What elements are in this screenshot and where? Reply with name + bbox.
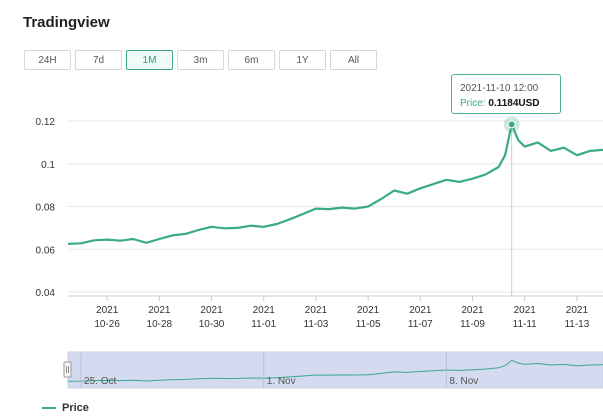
x-tick-label-year: 2021 — [305, 305, 328, 316]
x-tick-label-year: 2021 — [148, 305, 171, 316]
tooltip-value: 0.1184USD — [488, 98, 540, 109]
price-tooltip: 2021-11-10 12:00 Price: 0.1184USD — [451, 74, 561, 114]
tooltip-time: 2021-11-10 12:00 — [460, 83, 539, 94]
x-tick-label-date: 10-28 — [147, 319, 173, 330]
x-tick-label-year: 2021 — [461, 305, 484, 316]
range-selector: 24H 7d 1M 3m 6m 1Y All — [24, 50, 377, 70]
navigator-series-line — [67, 359, 603, 382]
x-tick-label-year: 2021 — [514, 305, 537, 316]
navigator-left-handle[interactable] — [63, 361, 72, 378]
x-tick-label-year: 2021 — [96, 305, 119, 316]
chart-legend[interactable]: Price — [42, 402, 89, 414]
range-button-24h[interactable]: 24H — [24, 50, 71, 70]
navigator-label: 1. Nov — [267, 376, 296, 387]
x-tick-label-date: 10-26 — [94, 319, 120, 330]
x-tick-label-year: 2021 — [253, 305, 276, 316]
x-tick-label-date: 11-05 — [356, 319, 381, 330]
navigator-label: 25. Oct — [84, 376, 116, 387]
range-button-6m[interactable]: 6m — [228, 50, 275, 70]
y-tick-label: 0.06 — [36, 245, 56, 256]
y-tick-label: 0.1 — [41, 160, 55, 171]
navigator-label: 8. Nov — [449, 376, 478, 387]
series-line-price — [67, 123, 603, 245]
x-tick-label-date: 11-09 — [460, 319, 485, 330]
x-tick-label-date: 10-30 — [199, 319, 225, 330]
x-tick-label-date: 11-11 — [513, 319, 538, 330]
x-tick-label-year: 2021 — [566, 305, 589, 316]
x-tick-label-date: 11-03 — [304, 319, 329, 330]
range-button-1m[interactable]: 1M — [126, 50, 173, 70]
range-button-1y[interactable]: 1Y — [279, 50, 326, 70]
x-tick-label-year: 2021 — [357, 305, 380, 316]
y-tick-label: 0.08 — [36, 203, 56, 214]
range-button-7d[interactable]: 7d — [75, 50, 122, 70]
page-title: Tradingview — [23, 14, 110, 31]
x-tick-label-year: 2021 — [409, 305, 432, 316]
legend-label: Price — [62, 402, 89, 414]
range-button-3m[interactable]: 3m — [177, 50, 224, 70]
tooltip-label: Price: — [460, 98, 489, 109]
range-button-all[interactable]: All — [330, 50, 377, 70]
legend-line-icon — [42, 407, 56, 409]
x-tick-label-date: 11-07 — [408, 319, 433, 330]
y-tick-label: 0.12 — [36, 117, 56, 128]
y-tick-label: 0.04 — [36, 288, 56, 299]
x-tick-label-year: 2021 — [200, 305, 223, 316]
x-tick-label-date: 11-13 — [564, 319, 589, 330]
highlight-point — [507, 120, 516, 129]
navigator-selection — [68, 352, 603, 388]
x-tick-label-date: 11-01 — [251, 319, 276, 330]
